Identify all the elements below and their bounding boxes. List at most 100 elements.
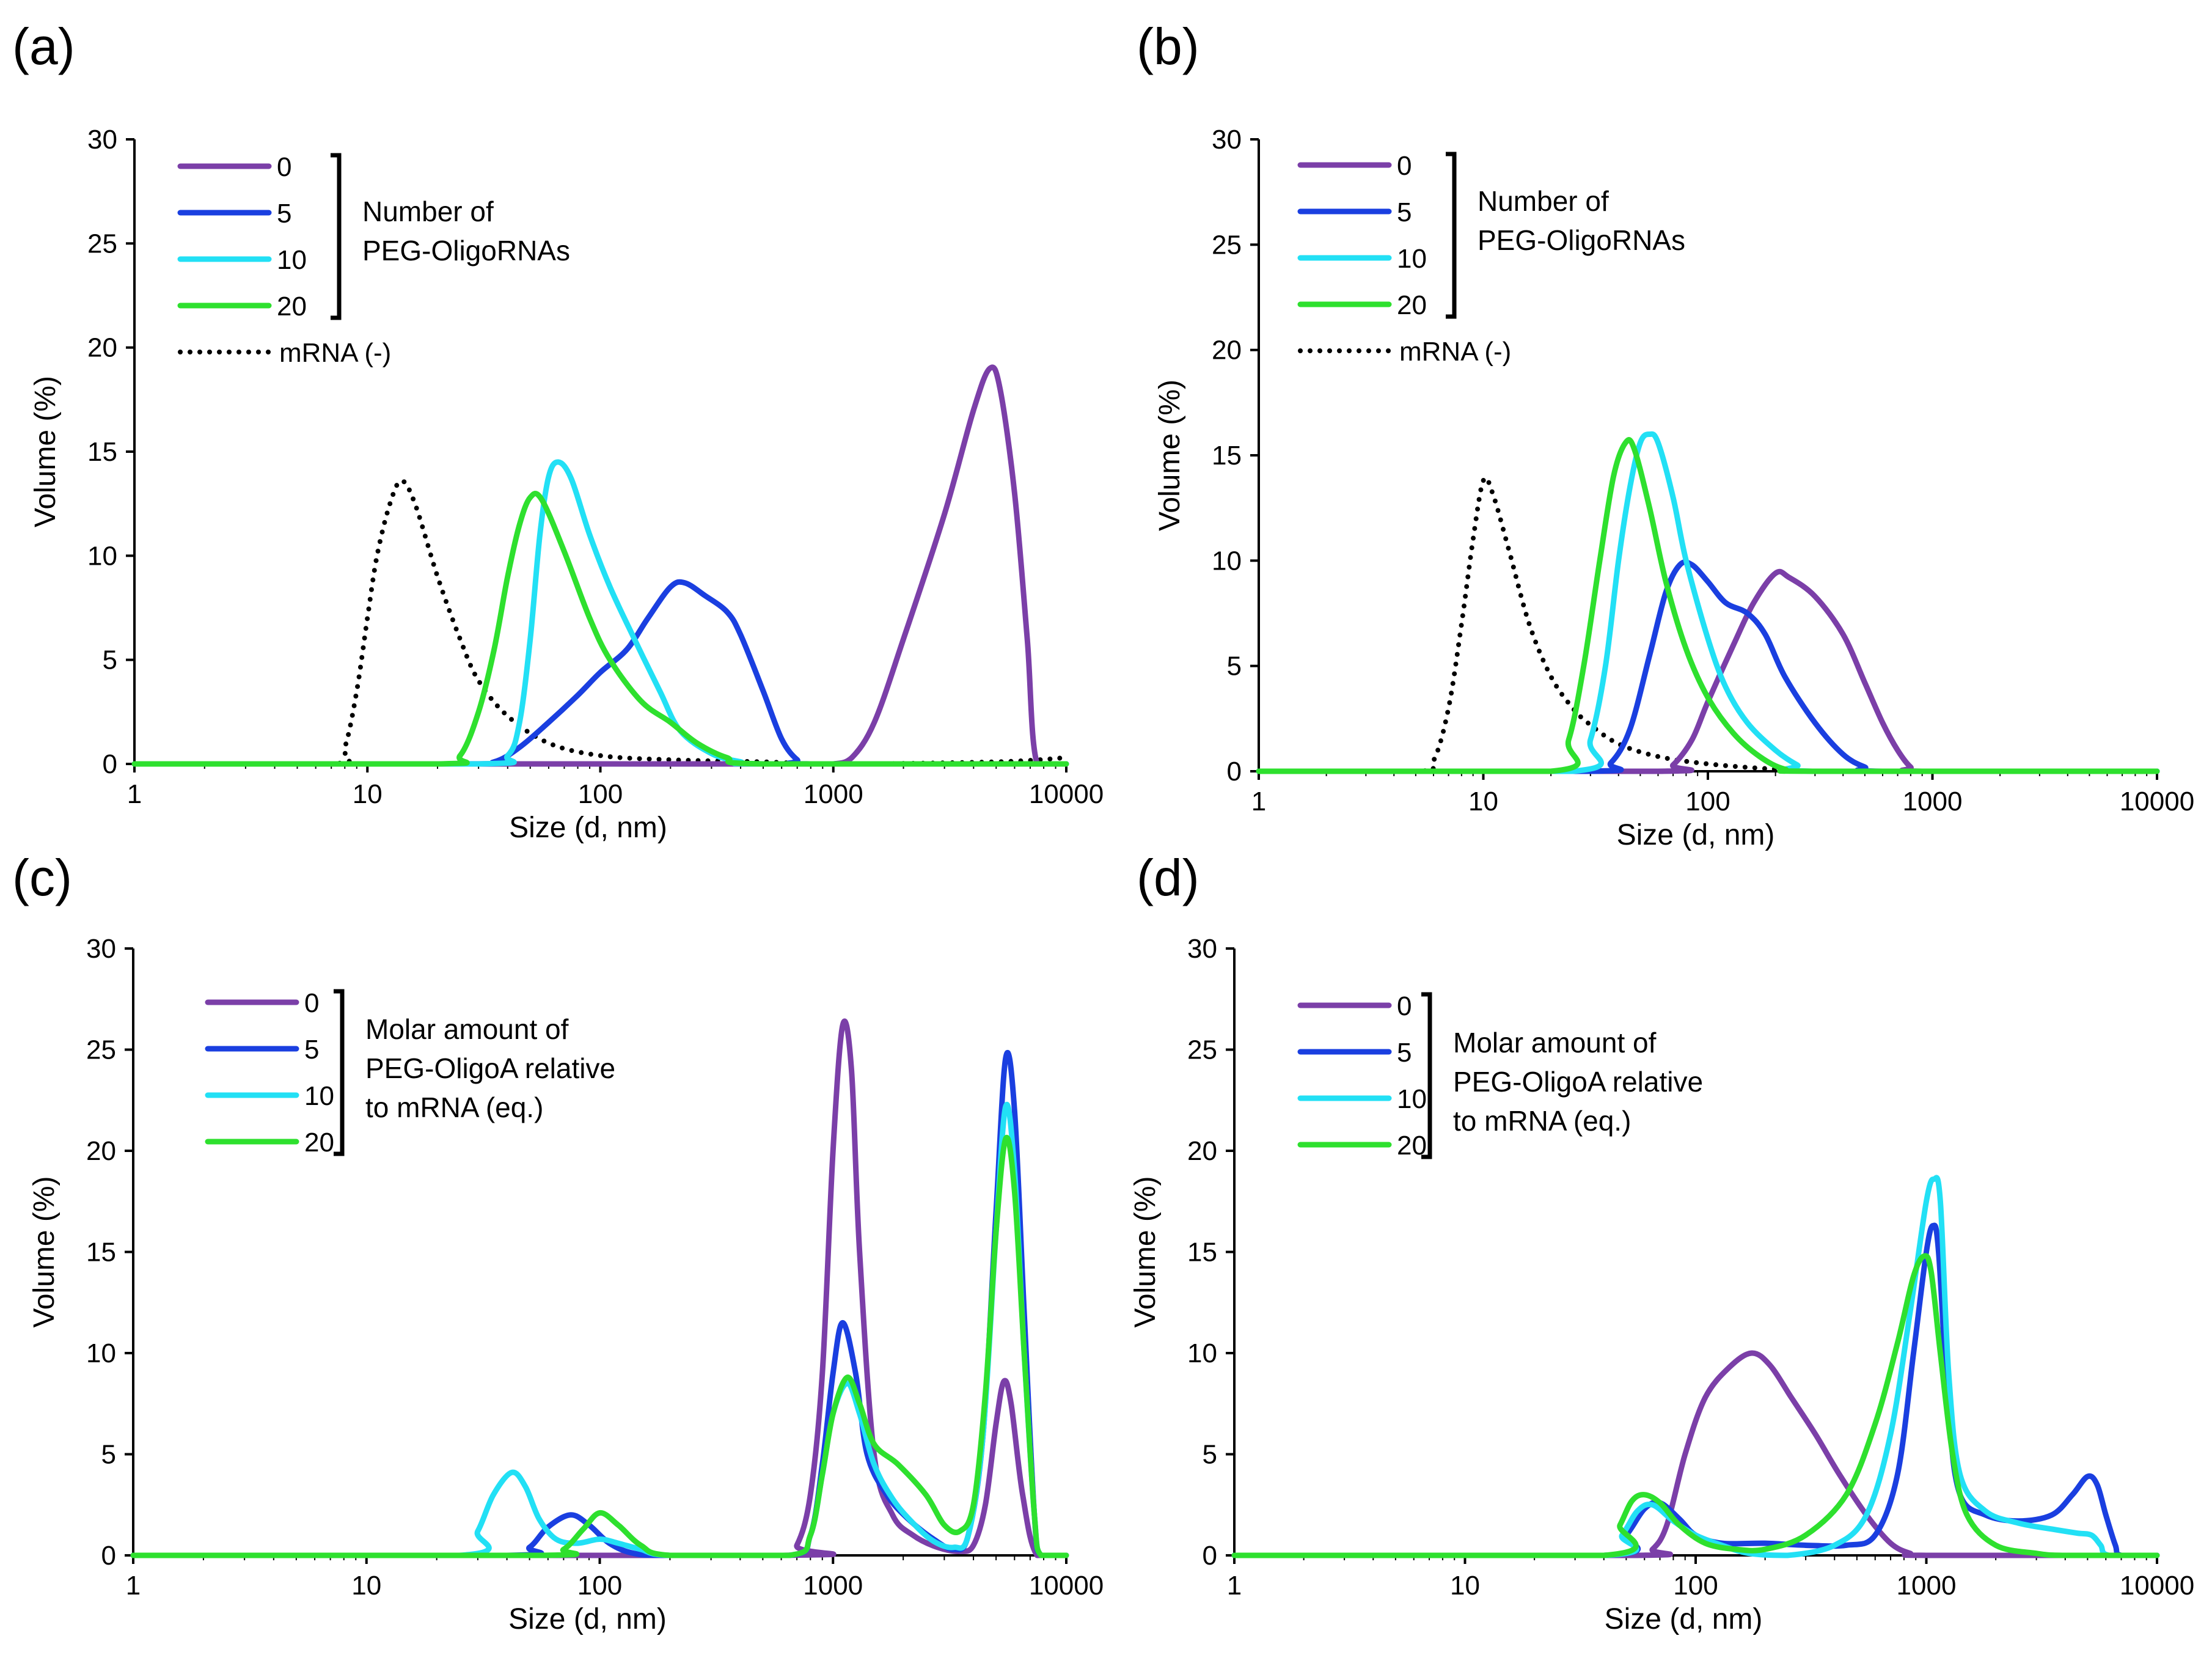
legend-label: 20 bbox=[277, 292, 307, 321]
y-tick-label: 20 bbox=[1187, 1136, 1217, 1166]
legend-title: to mRNA (eq.) bbox=[365, 1092, 543, 1123]
series-line-0 bbox=[1231, 1350, 2160, 1558]
legend-label: 20 bbox=[304, 1128, 334, 1158]
y-tick-label: 5 bbox=[101, 1440, 116, 1470]
panel-b: (b) 0 5 10 15 20 25 30 1 10 100 1000 10000 Size (d, n… bbox=[1137, 18, 2194, 851]
y-tick-label: 20 bbox=[87, 333, 117, 363]
series-line-0 bbox=[1256, 568, 2160, 774]
y-tick-label: 25 bbox=[1212, 230, 1242, 260]
x-tick-label: 1000 bbox=[803, 1571, 863, 1601]
y-tick-label: 20 bbox=[1212, 336, 1242, 365]
y-tick-label: 15 bbox=[87, 437, 117, 467]
x-tick-label: 10 bbox=[1468, 787, 1498, 816]
y-tick-label: 5 bbox=[103, 645, 117, 675]
legend-label: 10 bbox=[1397, 1084, 1427, 1114]
y-tick-label: 25 bbox=[87, 229, 117, 259]
y-tick-label: 10 bbox=[1212, 546, 1242, 576]
legend-label: 5 bbox=[277, 199, 291, 229]
legend-label: 10 bbox=[304, 1081, 334, 1111]
panel-label: (a) bbox=[12, 18, 75, 75]
x-tick-label: 1000 bbox=[804, 779, 863, 809]
x-tick-label: 1000 bbox=[1897, 1571, 1957, 1601]
y-tick-label: 10 bbox=[87, 541, 117, 571]
y-tick-label: 25 bbox=[1187, 1035, 1217, 1065]
legend-title: Number of bbox=[362, 196, 494, 227]
y-tick-label: 20 bbox=[86, 1136, 116, 1166]
series-line-5 bbox=[1256, 559, 2160, 774]
legend-title: PEG-OligoRNAs bbox=[1478, 224, 1685, 256]
series-line-mrna bbox=[1256, 475, 2159, 774]
legend-title: PEG-OligoRNAs bbox=[362, 235, 570, 266]
y-tick-label: 0 bbox=[101, 1541, 116, 1571]
x-tick-label: 10000 bbox=[1029, 779, 1104, 809]
y-tick-label: 15 bbox=[1212, 441, 1242, 471]
y-tick-label: 30 bbox=[86, 934, 116, 964]
legend-label: 20 bbox=[1397, 290, 1427, 320]
series-line-20 bbox=[1231, 1253, 2160, 1558]
y-tick-label: 0 bbox=[103, 749, 117, 779]
y-tick-label: 5 bbox=[1203, 1440, 1217, 1470]
legend-label: 5 bbox=[1397, 1038, 1412, 1068]
x-axis-title: Size (d, nm) bbox=[1617, 819, 1775, 851]
legend-bracket bbox=[334, 989, 345, 1156]
panel-label: (d) bbox=[1137, 849, 1199, 906]
y-tick-label: 30 bbox=[87, 125, 117, 155]
series-line-10 bbox=[131, 459, 1069, 767]
x-tick-label: 10 bbox=[353, 779, 383, 809]
legend-title: Number of bbox=[1478, 185, 1609, 217]
series-line-20 bbox=[130, 1134, 1069, 1558]
legend-label: 5 bbox=[1397, 197, 1412, 227]
y-tick-label: 5 bbox=[1227, 651, 1242, 681]
legend-label: 0 bbox=[304, 988, 319, 1018]
y-tick-label: 0 bbox=[1227, 757, 1242, 787]
panel-label: (b) bbox=[1137, 18, 1199, 75]
legend-title: PEG-OligoA relative bbox=[1453, 1066, 1703, 1098]
series-line-10 bbox=[130, 1102, 1069, 1558]
legend-label: 5 bbox=[304, 1035, 319, 1065]
x-tick-label: 100 bbox=[578, 779, 623, 809]
legend-label: mRNA (-) bbox=[1399, 337, 1511, 367]
series-line-5 bbox=[1231, 1222, 2160, 1558]
series-line-10 bbox=[1231, 1175, 2160, 1558]
series-line-0 bbox=[130, 1018, 1069, 1558]
y-tick-label: 25 bbox=[86, 1035, 116, 1065]
x-tick-label: 1000 bbox=[1903, 787, 1963, 816]
y-axis-title: Volume (%) bbox=[28, 1176, 60, 1327]
x-tick-label: 100 bbox=[1673, 1571, 1718, 1601]
y-axis-title: Volume (%) bbox=[1154, 380, 1186, 531]
legend-bracket bbox=[331, 153, 342, 320]
x-tick-label: 10 bbox=[351, 1571, 381, 1601]
y-tick-label: 10 bbox=[86, 1338, 116, 1368]
legend-label: 10 bbox=[1397, 244, 1427, 274]
series-line-mrna bbox=[132, 478, 1069, 767]
legend-label: 0 bbox=[1397, 991, 1412, 1021]
legend-bracket bbox=[1421, 992, 1432, 1159]
legend-label: mRNA (-) bbox=[279, 338, 391, 368]
series-line-10 bbox=[1256, 431, 2160, 774]
x-tick-label: 1 bbox=[1227, 1571, 1242, 1601]
x-axis-title: Size (d, nm) bbox=[508, 1603, 667, 1635]
series-line-5 bbox=[131, 579, 1069, 767]
x-tick-label: 10000 bbox=[2120, 1571, 2194, 1601]
x-axis-title: Size (d, nm) bbox=[1605, 1603, 1763, 1635]
y-tick-label: 30 bbox=[1187, 934, 1217, 964]
y-tick-label: 0 bbox=[1203, 1541, 1217, 1571]
y-tick-label: 10 bbox=[1187, 1338, 1217, 1368]
x-tick-label: 10000 bbox=[2120, 787, 2194, 816]
series-line-20 bbox=[1256, 437, 2160, 774]
legend-label: 10 bbox=[277, 245, 307, 275]
legend-title: to mRNA (eq.) bbox=[1453, 1105, 1631, 1137]
x-tick-label: 1 bbox=[127, 779, 142, 809]
x-tick-label: 1 bbox=[1251, 787, 1266, 816]
x-tick-label: 100 bbox=[1685, 787, 1730, 816]
series-line-5 bbox=[130, 1050, 1069, 1558]
x-tick-label: 100 bbox=[577, 1571, 622, 1601]
legend-title: Molar amount of bbox=[1453, 1027, 1657, 1059]
x-tick-label: 1 bbox=[126, 1571, 141, 1601]
y-tick-label: 30 bbox=[1212, 125, 1242, 155]
y-tick-label: 15 bbox=[86, 1238, 116, 1268]
